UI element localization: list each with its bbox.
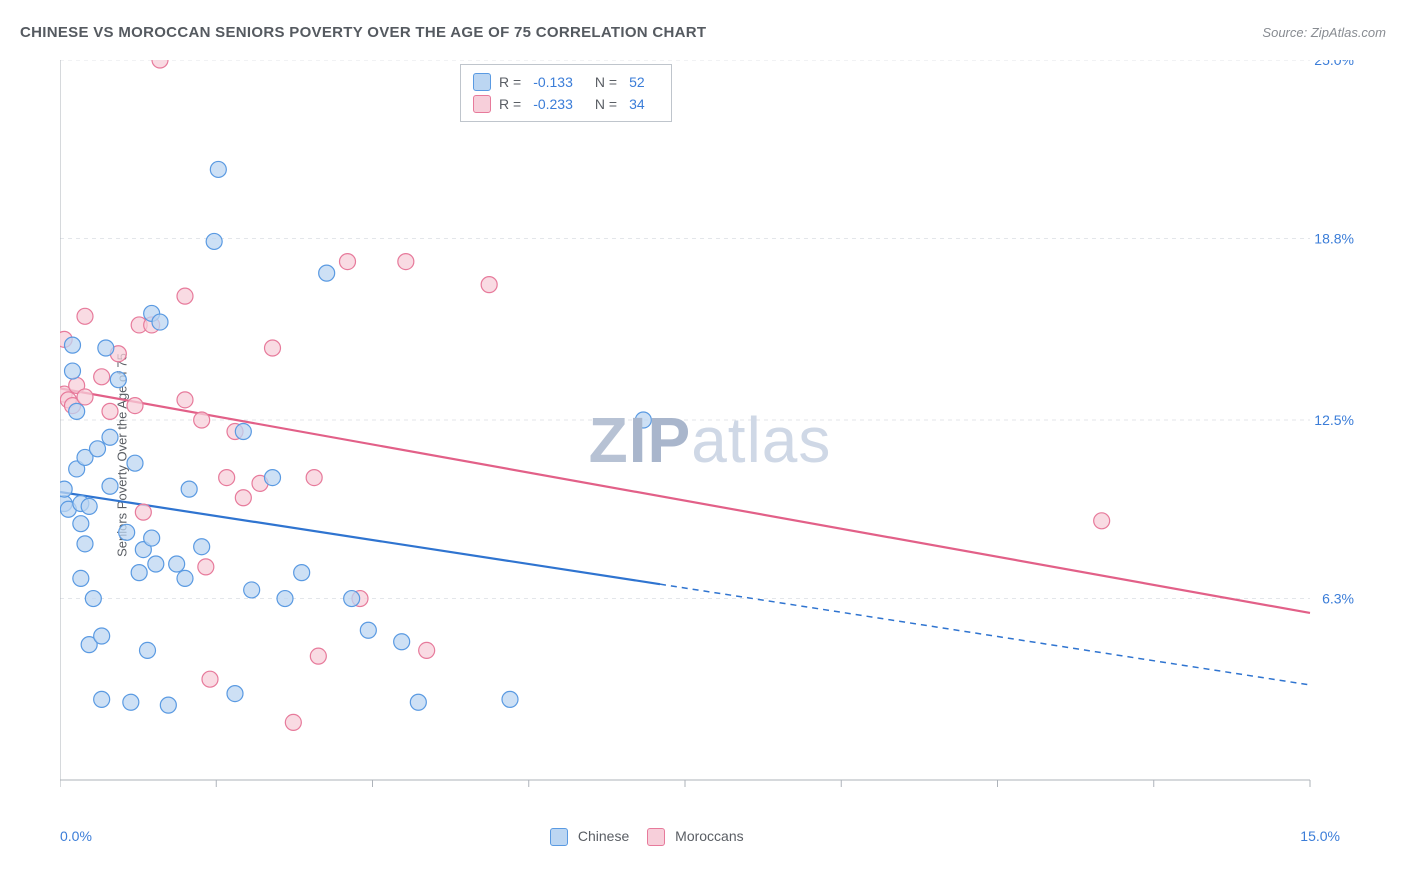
n-label: N = bbox=[595, 71, 617, 93]
r-label: R = bbox=[499, 93, 521, 115]
n-value-moroccans: 34 bbox=[629, 93, 645, 115]
x-axis-min-label: 0.0% bbox=[60, 828, 92, 844]
legend-swatch-moroccans bbox=[647, 828, 665, 846]
legend-row-chinese: R = -0.133 N = 52 bbox=[473, 71, 659, 93]
source-attribution: Source: ZipAtlas.com bbox=[1262, 25, 1386, 40]
plot-svg: 6.3% 12.5% 18.8% 25.0% bbox=[60, 60, 1360, 820]
svg-text:25.0%: 25.0% bbox=[1314, 60, 1354, 68]
svg-text:12.5%: 12.5% bbox=[1314, 412, 1354, 428]
legend-row-moroccans: R = -0.233 N = 34 bbox=[473, 93, 659, 115]
n-label: N = bbox=[595, 93, 617, 115]
legend-item-moroccans: Moroccans bbox=[647, 828, 743, 846]
correlation-legend: R = -0.133 N = 52 R = -0.233 N = 34 bbox=[460, 64, 672, 122]
r-value-moroccans: -0.233 bbox=[533, 93, 573, 115]
legend-label-moroccans: Moroccans bbox=[675, 828, 743, 844]
chart-area: Seniors Poverty Over the Age of 75 6.3%1… bbox=[50, 60, 1386, 850]
chart-title: CHINESE VS MOROCCAN SENIORS POVERTY OVER… bbox=[20, 24, 706, 41]
source-label: Source: bbox=[1262, 25, 1307, 40]
legend-label-chinese: Chinese bbox=[578, 828, 629, 844]
r-label: R = bbox=[499, 71, 521, 93]
svg-text:18.8%: 18.8% bbox=[1314, 231, 1354, 247]
legend-item-chinese: Chinese bbox=[550, 828, 629, 846]
series-legend: Chinese Moroccans bbox=[550, 828, 744, 846]
chart-header: CHINESE VS MOROCCAN SENIORS POVERTY OVER… bbox=[0, 0, 1406, 53]
legend-swatch-chinese bbox=[473, 73, 491, 91]
x-axis-max-label: 15.0% bbox=[1300, 828, 1340, 844]
legend-swatch-chinese bbox=[550, 828, 568, 846]
legend-swatch-moroccans bbox=[473, 95, 491, 113]
svg-text:6.3%: 6.3% bbox=[1322, 591, 1354, 607]
n-value-chinese: 52 bbox=[629, 71, 645, 93]
source-value: ZipAtlas.com bbox=[1311, 25, 1386, 40]
scatter-plot: 6.3%12.5%18.8%25.0% ZIPatlas R = -0.133 … bbox=[60, 60, 1360, 820]
r-value-chinese: -0.133 bbox=[533, 71, 573, 93]
